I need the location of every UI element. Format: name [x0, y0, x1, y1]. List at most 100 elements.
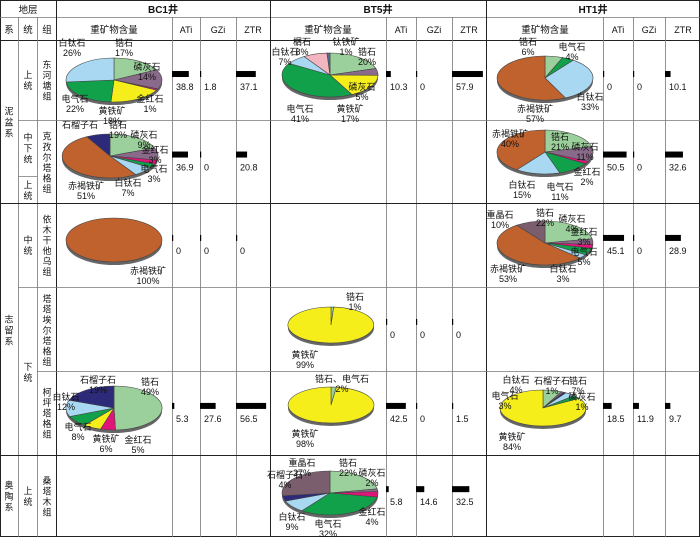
pie-slice-label: 电气石	[570, 246, 597, 258]
pie-slice-percent: 1%	[575, 402, 588, 412]
index-value-ati: 38.8	[176, 82, 194, 92]
index-bar-ztr	[236, 234, 238, 241]
pie-slice-percent: 6%	[99, 444, 112, 454]
index-value-gzi: 0	[204, 163, 209, 173]
pie-slice-percent: 2%	[580, 177, 593, 187]
pie-slice-percent: 8%	[71, 432, 84, 442]
col-ztr-ht1: ZTR	[674, 25, 692, 35]
col-ati-bc1: ATi	[180, 25, 193, 35]
header-strata: 地层	[18, 4, 37, 16]
index-bar-ztr	[452, 486, 470, 493]
pie-slice-label: 白钛石	[508, 179, 535, 191]
pie-slice	[496, 129, 546, 171]
pie-slice-percent: 20%	[358, 57, 376, 67]
index-value-ztr: 28.9	[669, 246, 687, 256]
system-zhi-char: 系	[4, 337, 13, 348]
pie-slice-label: 石榴子石	[267, 469, 303, 481]
index-value-gzi: 0	[420, 330, 425, 340]
series-xia-char: 统	[23, 372, 32, 384]
index-value-ati: 45.1	[607, 246, 625, 256]
pie-slice	[499, 389, 587, 427]
pie-slice-label: 金红石	[570, 226, 597, 238]
pie-slice-label: 磷灰石	[130, 129, 157, 141]
pie-slice-label: 金红石	[136, 93, 163, 105]
index-bar-ati	[172, 234, 174, 241]
group-g2-char: 塔	[42, 162, 51, 174]
system-ao-char: 奥	[4, 480, 13, 492]
index-value-ztr: 57.9	[456, 82, 474, 92]
pie-slice-percent: 19%	[109, 130, 127, 140]
group-g3-char: 依	[42, 213, 51, 225]
pie-slice	[281, 63, 353, 98]
series-shang1: 上统	[23, 70, 32, 92]
pie-slice	[544, 59, 594, 99]
group-g3-char: 干	[42, 235, 51, 246]
pie-slice	[516, 220, 546, 244]
group-g5-char: 坪	[42, 398, 51, 409]
index-value-ati: 0	[176, 246, 181, 256]
index-value-gzi: 1.8	[204, 82, 217, 92]
index-bar-gzi	[633, 71, 635, 78]
pie-slice-percent: 33%	[581, 102, 599, 112]
index-bar-ati	[386, 402, 406, 409]
index-bar-ztr	[236, 402, 267, 409]
pie-slice-label: 白钛石	[576, 91, 603, 103]
group-g1-char: 河	[42, 69, 51, 81]
pie-slice-label: 金红石	[141, 144, 168, 156]
pie-slice	[496, 224, 581, 266]
series-zhongxia-char: 统	[23, 154, 32, 166]
pie-slice-percent: 11%	[576, 152, 593, 162]
index-value-ati: 18.5	[607, 414, 625, 424]
series-shang2: 上统	[23, 180, 32, 202]
pie-slice-label: 黄铁矿	[98, 105, 125, 117]
group-g6-char: 组	[42, 506, 51, 518]
index-bar-ati	[172, 402, 175, 409]
group-g5-char: 塔	[42, 408, 51, 420]
col-ati-bt5: ATi	[395, 25, 408, 35]
content-label-bc1: 重矿物含量	[90, 24, 138, 36]
index-value-ztr: 32.6	[669, 163, 687, 173]
pie-slice-percent: 8%	[295, 47, 308, 57]
pie-slice-label: 电气石	[140, 163, 167, 175]
pie-slice-label: 白钛石	[114, 177, 141, 189]
pie-slice-label: 赤褐铁矿	[492, 128, 528, 140]
pie-slice-label: 锆石	[358, 46, 376, 58]
pie-slice-percent: 12%	[57, 402, 75, 412]
series-shang3-char: 上	[23, 486, 32, 497]
pie-slice-label: 电气石	[61, 93, 88, 105]
pie-slice-label: 金红石	[358, 506, 385, 518]
index-bar-ztr	[452, 71, 483, 78]
pie-slice-percent: 22%	[66, 104, 84, 114]
pie-slice-percent: 11%	[551, 192, 568, 202]
content-label-bt5: 重矿物含量	[304, 24, 352, 36]
index-value-gzi: 14.6	[420, 497, 438, 507]
index-bar-ati	[172, 71, 189, 78]
pie-slice-label: 金红石	[573, 166, 600, 178]
pie-slice-label: 赤褐铁矿	[490, 263, 526, 275]
pie-slice	[287, 306, 375, 344]
index-bar-gzi	[416, 318, 418, 325]
index-bar-ati	[386, 318, 388, 325]
pie-slice-percent: 14%	[138, 72, 156, 82]
pie-slice-percent: 53%	[499, 274, 517, 284]
index-value-gzi: 0	[637, 82, 642, 92]
pie-slice-percent: 5%	[577, 257, 590, 267]
pie-slice-percent: 98%	[296, 439, 314, 449]
pie-slice-label: 白钛石	[502, 374, 529, 386]
group-g4-char: 尔	[42, 325, 51, 337]
pie-slice-percent: 22%	[536, 218, 554, 228]
index-value-ati: 5.8	[390, 497, 403, 507]
col-ztr-bc1: ZTR	[244, 25, 262, 35]
